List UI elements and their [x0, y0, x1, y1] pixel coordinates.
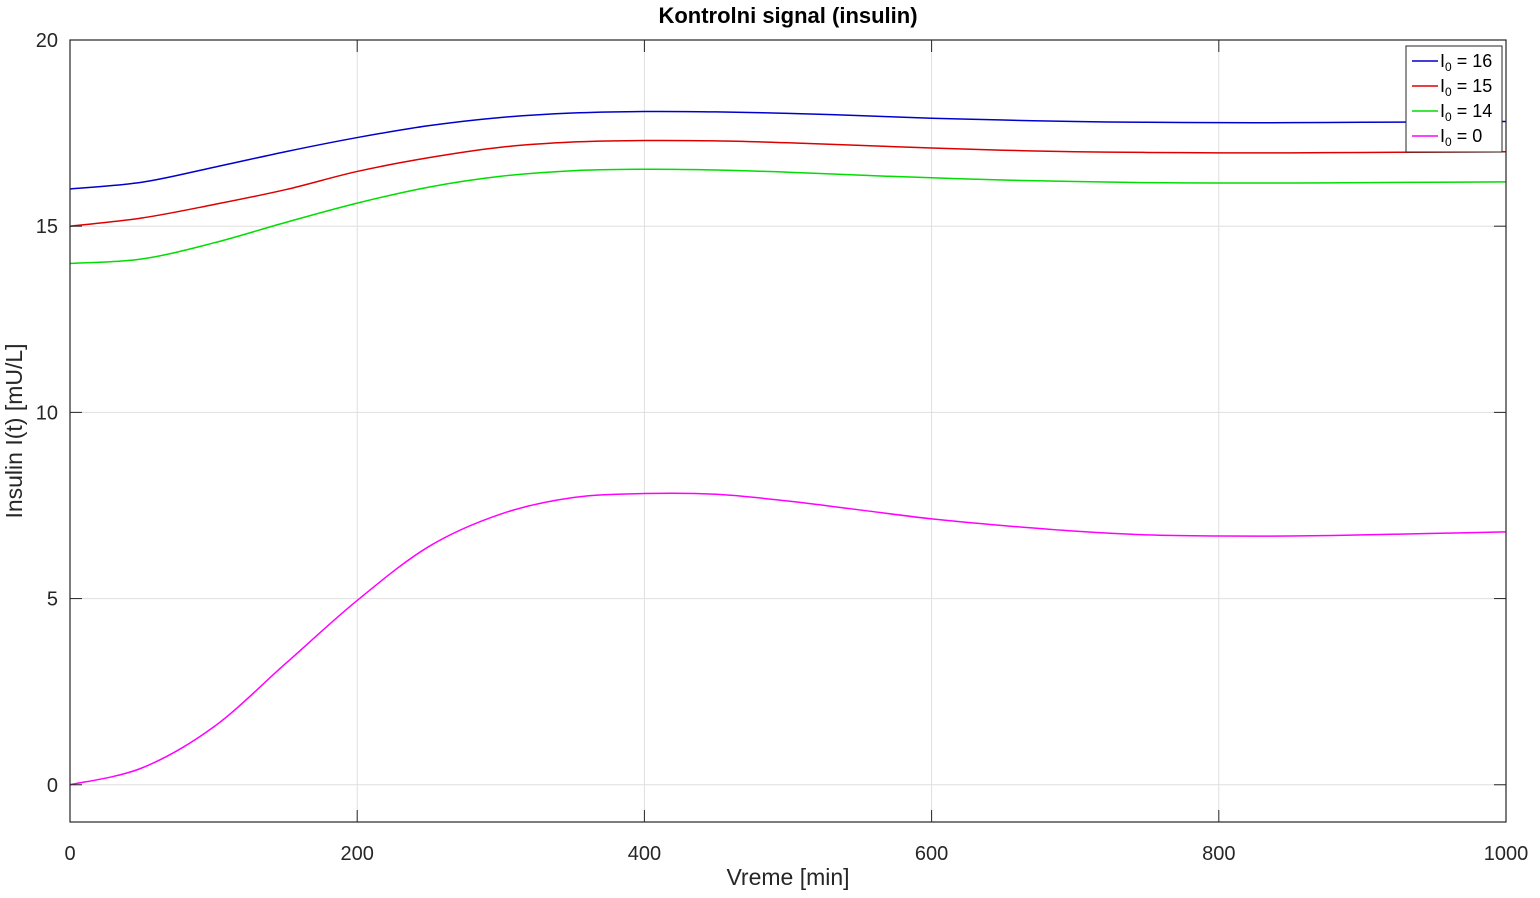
legend-entry-value: = 16	[1452, 51, 1493, 71]
series-line-3	[69, 492, 1507, 786]
legend-entry-base: I	[1440, 51, 1445, 71]
x-tick-label: 800	[1202, 843, 1235, 865]
legend-box	[1405, 45, 1503, 153]
legend-entry-subscript: 0	[1445, 60, 1452, 74]
y-tick-label: 10	[36, 402, 58, 424]
legend-entry: I0 = 16	[1440, 51, 1492, 74]
legend-entry-value: = 15	[1452, 76, 1493, 96]
plot-area	[70, 40, 1506, 822]
legend-entry: I0 = 0	[1440, 126, 1482, 149]
y-axis-label: Insulin I(t) [mU/L]	[1, 343, 27, 518]
series-line-2	[69, 168, 1507, 265]
legend-entry-subscript: 0	[1445, 135, 1452, 149]
y-tick-label: 5	[47, 589, 58, 611]
x-tick-label: 200	[341, 843, 374, 865]
chart-title: Kontrolni signal (insulin)	[658, 3, 917, 28]
legend-entry-value: = 14	[1452, 101, 1493, 121]
legend-entry: I0 = 15	[1440, 76, 1492, 99]
series-group	[69, 110, 1507, 786]
legend-entry-subscript: 0	[1445, 85, 1452, 99]
y-tick-label: 20	[36, 30, 58, 52]
x-tick-label: 600	[915, 843, 948, 865]
axis-ticks	[69, 39, 1507, 822]
legend-entry-base: I	[1440, 126, 1445, 146]
legend-entry-subscript: 0	[1445, 110, 1452, 124]
plot-frame	[69, 39, 1507, 823]
series-line-1	[69, 139, 1507, 227]
x-tick-label: 0	[64, 843, 75, 865]
legend-entry: I0 = 14	[1440, 101, 1492, 124]
y-tick-label: 0	[47, 775, 58, 797]
legend-entry-base: I	[1440, 101, 1445, 121]
x-tick-labels: 0 200 400 600 800 1000	[64, 843, 1528, 865]
legend-entry-value: = 0	[1452, 126, 1483, 146]
x-tick-label: 1000	[1484, 843, 1529, 865]
y-tick-labels: 0 5 10 15 20	[36, 30, 58, 797]
y-tick-label: 15	[36, 216, 58, 238]
series-line-0	[69, 110, 1507, 190]
x-tick-label: 400	[628, 843, 661, 865]
legend-entry-base: I	[1440, 76, 1445, 96]
x-axis-label: Vreme [min]	[726, 864, 849, 890]
